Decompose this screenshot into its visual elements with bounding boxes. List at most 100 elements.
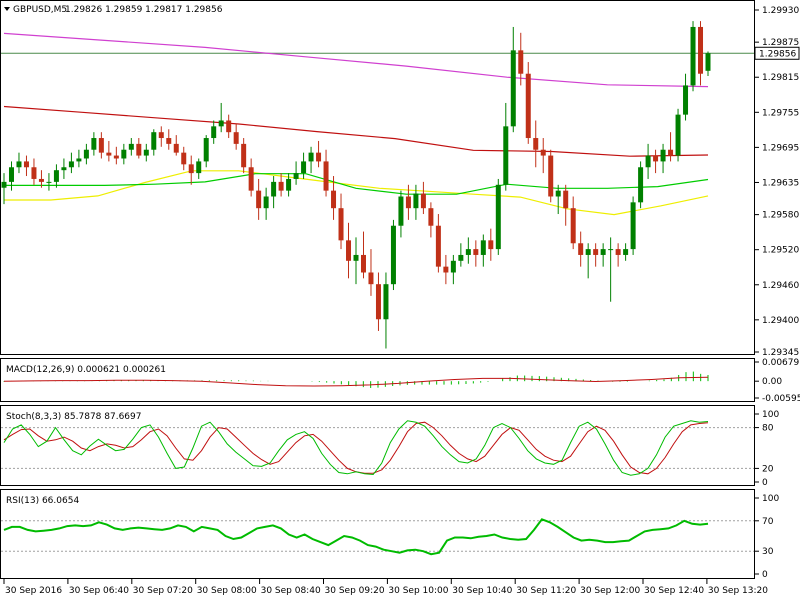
candle[interactable] [308,146,314,174]
candle[interactable] [653,149,659,174]
candle[interactable] [473,240,479,267]
candle[interactable] [375,272,381,331]
candle[interactable] [480,234,486,267]
candle[interactable] [548,149,554,203]
candle[interactable] [600,243,606,267]
candle[interactable] [518,32,524,86]
candle[interactable] [555,184,561,215]
candle[interactable] [98,132,104,159]
candle[interactable] [263,187,269,220]
candle[interactable] [256,178,262,220]
candle[interactable] [346,222,352,279]
candle[interactable] [271,176,277,209]
candle[interactable] [533,120,539,168]
candle[interactable] [638,161,644,209]
candle[interactable] [53,164,59,188]
candle[interactable] [413,184,419,220]
candle[interactable] [76,149,82,168]
candle[interactable] [683,73,689,121]
candle[interactable] [1,173,7,205]
candle[interactable] [428,202,434,238]
candle[interactable] [465,237,471,264]
candle[interactable] [398,190,404,238]
candle[interactable] [698,21,704,86]
candle[interactable] [450,254,456,285]
candle[interactable] [608,237,614,302]
candle[interactable] [615,243,621,267]
candle[interactable] [128,138,134,156]
candle[interactable] [435,214,441,273]
candle[interactable] [173,135,179,156]
candle[interactable] [645,143,651,179]
candle[interactable] [218,102,224,133]
candle[interactable] [278,173,284,197]
candle[interactable] [248,158,254,197]
candle[interactable] [143,143,149,162]
candle[interactable] [286,173,292,197]
candle[interactable] [360,231,366,279]
candle[interactable] [390,219,396,291]
candle[interactable] [503,102,509,191]
candle[interactable] [630,196,636,255]
stoch-panel[interactable] [0,405,755,486]
candle[interactable] [293,161,299,185]
candle[interactable] [181,146,187,171]
candle[interactable] [540,138,546,174]
dropdown-arrow-icon[interactable] [4,7,10,11]
candle[interactable] [23,155,29,177]
candle[interactable] [331,176,337,220]
candle[interactable] [16,152,22,174]
candle[interactable] [383,272,389,349]
candle[interactable] [353,237,359,285]
candle[interactable] [563,184,569,226]
candle[interactable] [196,158,202,179]
candle[interactable] [188,155,194,185]
candle[interactable] [338,193,344,250]
candle[interactable] [458,243,464,267]
candle[interactable] [31,158,37,185]
candle[interactable] [158,126,164,147]
candle[interactable] [211,120,217,144]
candle[interactable] [585,243,591,279]
candle[interactable] [660,143,666,174]
candle[interactable] [420,181,426,215]
candle[interactable] [46,173,52,191]
candle[interactable] [38,170,44,188]
candle[interactable] [510,26,516,133]
candle[interactable] [316,140,322,168]
macd-panel[interactable] [0,358,755,402]
candle[interactable] [443,254,449,285]
rsi-panel[interactable] [0,489,755,579]
candle[interactable] [675,108,681,162]
candle[interactable] [226,114,232,139]
candle[interactable] [668,132,674,162]
candle[interactable] [91,132,97,156]
candle[interactable] [8,161,14,191]
candle[interactable] [488,228,494,261]
candle[interactable] [323,149,329,197]
candle[interactable] [593,243,599,267]
candle[interactable] [166,129,172,150]
candle[interactable] [61,158,67,179]
main-price-panel[interactable] [0,0,755,355]
candle[interactable] [368,249,374,296]
candle[interactable] [233,123,239,150]
candle[interactable] [113,146,119,165]
candle[interactable] [690,21,696,92]
candle[interactable] [106,140,112,162]
candle[interactable] [405,184,411,220]
candle[interactable] [121,143,127,165]
candle[interactable] [570,196,576,250]
candle[interactable] [301,152,307,179]
candle[interactable] [68,152,74,174]
candle[interactable] [623,243,629,261]
candle[interactable] [203,135,209,168]
candle[interactable] [525,62,531,144]
candle[interactable] [136,138,142,159]
candle[interactable] [151,129,157,156]
candle[interactable] [495,178,501,255]
candle[interactable] [705,51,711,77]
candle[interactable] [83,143,89,165]
